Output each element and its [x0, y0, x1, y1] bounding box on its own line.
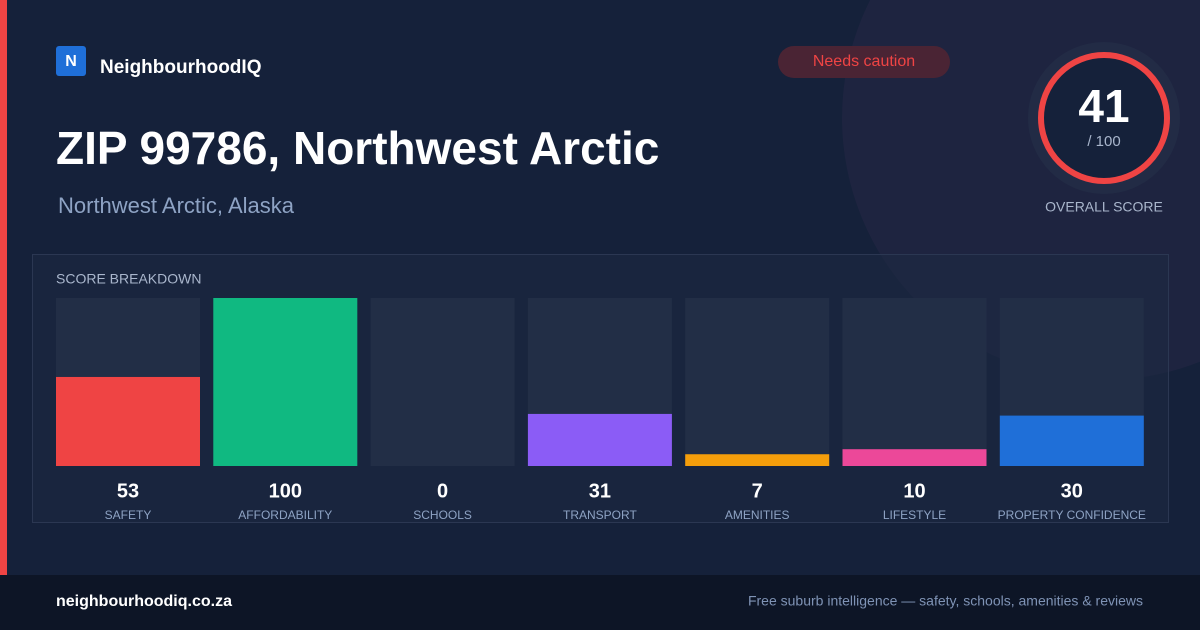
logo-letter: N: [65, 53, 77, 70]
category-label: LIFESTYLE: [883, 508, 946, 522]
value-label: 31: [589, 480, 611, 502]
breakdown-title: SCORE BREAKDOWN: [56, 271, 201, 287]
badge-text: Needs caution: [813, 53, 915, 70]
badge: [778, 46, 950, 78]
logo: [56, 46, 86, 76]
footer-site: neighbourhoodiq.co.za: [56, 593, 232, 610]
overall-label: OVERALL SCORE: [1045, 199, 1163, 215]
value-label: 30: [1061, 480, 1083, 502]
value-label: 100: [269, 480, 302, 502]
category-label: SAFETY: [105, 508, 152, 522]
bar: [56, 376, 200, 466]
bar-track: [685, 298, 830, 466]
footer: [0, 575, 1200, 630]
brand-name: NeighbourhoodIQ: [100, 57, 261, 78]
category-label: PROPERTY CONFIDENCE: [998, 508, 1146, 522]
overall-score: 41: [1078, 80, 1129, 132]
bar: [999, 415, 1144, 466]
category-label: AFFORDABILITY: [238, 508, 332, 522]
value-label: 7: [752, 480, 763, 502]
value-label: 10: [903, 480, 925, 502]
category-label: AMENITIES: [725, 508, 790, 522]
bar: [842, 449, 987, 466]
bar: [527, 413, 672, 466]
accent-strip: [0, 0, 7, 575]
bar: [685, 454, 830, 466]
footer-tagline: Free suburb intelligence — safety, schoo…: [748, 593, 1143, 609]
overall-max: / 100: [1087, 133, 1120, 150]
value-label: 53: [117, 480, 139, 502]
bar-track: [842, 298, 987, 466]
value-label: 0: [437, 480, 448, 502]
category-label: SCHOOLS: [413, 508, 472, 522]
category-label: TRANSPORT: [563, 508, 637, 522]
bar: [213, 298, 358, 466]
title: ZIP 99786, Northwest Arctic: [56, 122, 659, 174]
score-ring: [1038, 52, 1170, 184]
subtitle: Northwest Arctic, Alaska: [58, 193, 295, 218]
bar-track: [370, 298, 515, 466]
